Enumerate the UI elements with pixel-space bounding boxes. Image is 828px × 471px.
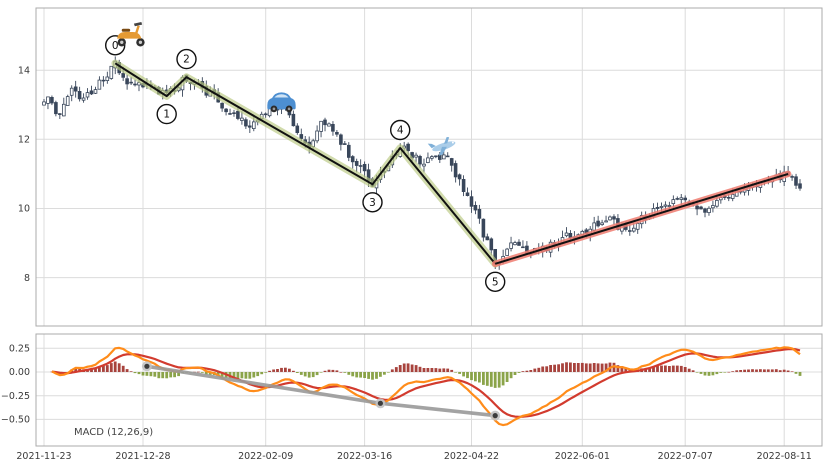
svg-text:3: 3 — [369, 197, 376, 209]
macd-signal-line — [51, 347, 801, 418]
svg-text:2022-02-09: 2022-02-09 — [238, 451, 293, 462]
svg-text:12: 12 — [18, 135, 30, 146]
svg-text:10: 10 — [18, 204, 30, 215]
svg-text:5: 5 — [492, 276, 499, 288]
svg-text:14: 14 — [18, 65, 30, 76]
macd-lines — [51, 346, 801, 427]
car-icon — [267, 92, 296, 113]
wave-markers: 0 1 2 3 4 5 — [104, 35, 506, 292]
svg-text:2021-11-23: 2021-11-23 — [16, 451, 71, 462]
macd-histogram — [50, 361, 802, 388]
airplane-icon — [427, 135, 458, 158]
svg-text:2022-06-01: 2022-06-01 — [555, 451, 610, 462]
svg-text:2022-03-16: 2022-03-16 — [337, 451, 392, 462]
svg-text:0: 0 — [112, 40, 119, 52]
svg-text:0.00: 0.00 — [9, 367, 30, 378]
svg-text:−0.50: −0.50 — [1, 415, 30, 426]
svg-text:2022-08-11: 2022-08-11 — [757, 451, 812, 462]
svg-text:−0.25: −0.25 — [1, 391, 30, 402]
elliott-zigzag — [111, 59, 499, 268]
svg-text:2: 2 — [183, 54, 190, 66]
wave-marker-2 — [176, 48, 197, 70]
trend-line — [491, 170, 792, 268]
svg-text:8: 8 — [24, 273, 30, 284]
macd-gray-trendline — [141, 361, 501, 421]
macd-panel-border — [35, 333, 823, 447]
svg-text:2022-04-22: 2022-04-22 — [444, 451, 499, 462]
price-panel-border — [35, 7, 823, 327]
svg-text:0.25: 0.25 — [9, 343, 30, 354]
svg-text:2022-07-07: 2022-07-07 — [658, 451, 713, 462]
wave-marker-4 — [390, 119, 411, 141]
wave-marker-1 — [156, 103, 177, 125]
svg-text:1: 1 — [163, 109, 170, 121]
wave-marker-5 — [485, 271, 506, 292]
wave-marker-3 — [362, 192, 383, 213]
svg-text:2021-12-28: 2021-12-28 — [115, 451, 170, 462]
gridlines — [36, 8, 822, 446]
svg-text:4: 4 — [397, 125, 404, 137]
scooter-icon — [117, 21, 145, 47]
